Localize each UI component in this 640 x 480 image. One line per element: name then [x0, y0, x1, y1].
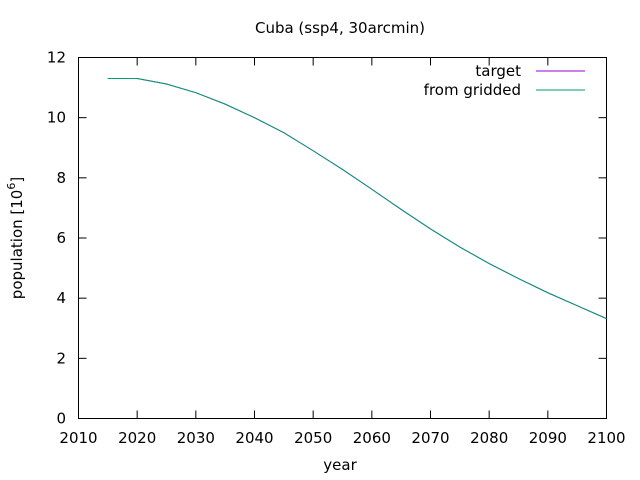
legend-label: target: [475, 62, 521, 80]
series-line-target: [107, 78, 607, 320]
y-axis-label-close: ]: [8, 177, 26, 183]
x-tick-label: 2060: [353, 429, 391, 447]
x-tick-label: 2050: [294, 429, 332, 447]
x-tick-label: 2010: [59, 429, 97, 447]
y-axis-label: population [106]: [5, 177, 26, 299]
y-axis-ticks: 0 2 4 6 8 10 12: [47, 49, 607, 428]
x-tick-label: 2030: [177, 429, 215, 447]
legend-label: from gridded: [424, 81, 521, 99]
series-layer: [107, 78, 607, 320]
x-tick-label: 2100: [587, 429, 625, 447]
x-axis-label: year: [323, 456, 357, 474]
y-tick-label: 10: [47, 109, 66, 127]
y-tick-label: 12: [47, 49, 66, 67]
x-tick-label: 2020: [118, 429, 156, 447]
series-line-from-gridded: [107, 78, 607, 320]
x-tick-label: 2090: [529, 429, 567, 447]
y-tick-label: 2: [56, 349, 66, 367]
y-axis-label-base: population [10: [8, 190, 26, 300]
y-axis-label-sup: 6: [5, 183, 18, 190]
y-tick-label: 6: [56, 229, 66, 247]
y-tick-label: 0: [56, 410, 66, 428]
x-tick-label: 2040: [235, 429, 273, 447]
x-tick-label: 2070: [411, 429, 449, 447]
x-tick-label: 2080: [470, 429, 508, 447]
y-tick-label: 8: [56, 169, 66, 187]
plot-frame: [78, 57, 607, 419]
y-tick-label: 4: [56, 289, 66, 307]
chart-title: Cuba (ssp4, 30arcmin): [255, 19, 425, 37]
x-axis-ticks: 2010 2020 2030 2040 2050 2060 2070 2080 2090 2100: [59, 57, 626, 447]
